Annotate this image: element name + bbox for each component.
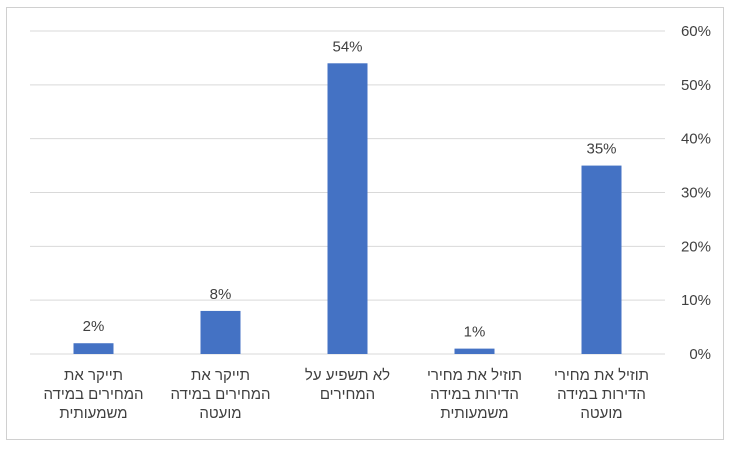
y-tick-label: 30%	[681, 185, 711, 202]
category-label: תוזיל את מחירי הדירות במידה מועטה	[553, 367, 650, 422]
bar	[73, 343, 114, 354]
y-tick-label: 10%	[681, 292, 711, 309]
bar	[200, 310, 241, 354]
y-tick-label: 50%	[681, 77, 711, 94]
y-tick-label: 20%	[681, 238, 711, 255]
bar	[454, 348, 495, 354]
category-label: תייקר את המחירים במידה מועטה	[170, 367, 271, 422]
bar	[581, 165, 622, 354]
data-labels: 35% 1% 54% 8% 2%	[83, 38, 617, 340]
y-axis-ticks: 0% 10% 20% 30% 40% 50% 60%	[681, 23, 711, 363]
category-label: לא תשפיע על המחירים	[304, 367, 391, 403]
bar	[327, 63, 368, 355]
data-label: 8%	[210, 286, 232, 303]
data-label: 35%	[586, 141, 616, 158]
category-label: תייקר את המחירים במידה משמעותית	[43, 367, 144, 422]
bars	[73, 63, 622, 355]
data-label: 2%	[83, 318, 105, 335]
y-tick-label: 60%	[681, 23, 711, 40]
category-label: תוזיל את מחירי הדירות במידה משמעותית	[426, 367, 523, 422]
y-tick-label: 0%	[689, 346, 711, 363]
y-tick-label: 40%	[681, 131, 711, 148]
data-label: 54%	[332, 38, 362, 55]
data-label: 1%	[464, 324, 486, 341]
